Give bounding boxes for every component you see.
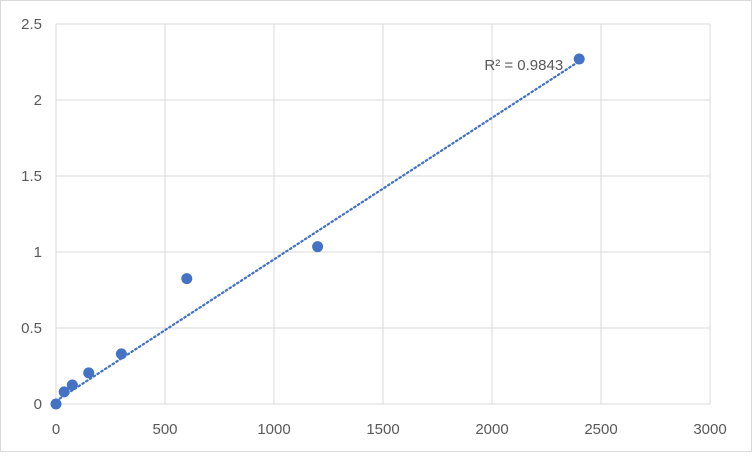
y-tick-label: 2 [34,92,42,109]
data-point [83,367,95,379]
x-tick-label: 2500 [584,421,617,438]
y-tick-label: 0 [34,396,42,413]
data-point [66,379,78,391]
r-squared-annotation: R² = 0.9843 [484,57,563,74]
y-tick-label: 1.5 [21,168,42,185]
data-point [312,241,324,253]
y-tick-label: 0.5 [21,320,42,337]
trendline-layer [54,60,581,403]
x-tick-label: 2000 [475,421,508,438]
tick-labels: 0 0.5 1 1.5 2 2.5 0 500 1000 1500 2000 2500 3000 [21,16,727,438]
y-tick-label: 2.5 [21,16,42,33]
x-tick-label: 1000 [257,421,290,438]
data-points [50,53,585,410]
data-point [58,386,70,398]
x-tick-label: 3000 [693,421,726,438]
x-tick-label: 1500 [366,421,399,438]
gridlines [55,23,711,404]
trendline [54,60,581,403]
data-point [181,273,193,285]
data-point [573,53,585,65]
y-tick-label: 1 [34,244,42,261]
data-point [115,348,127,360]
data-point [50,398,62,410]
x-tick-label: 500 [152,421,177,438]
x-tick-label: 0 [52,421,60,438]
